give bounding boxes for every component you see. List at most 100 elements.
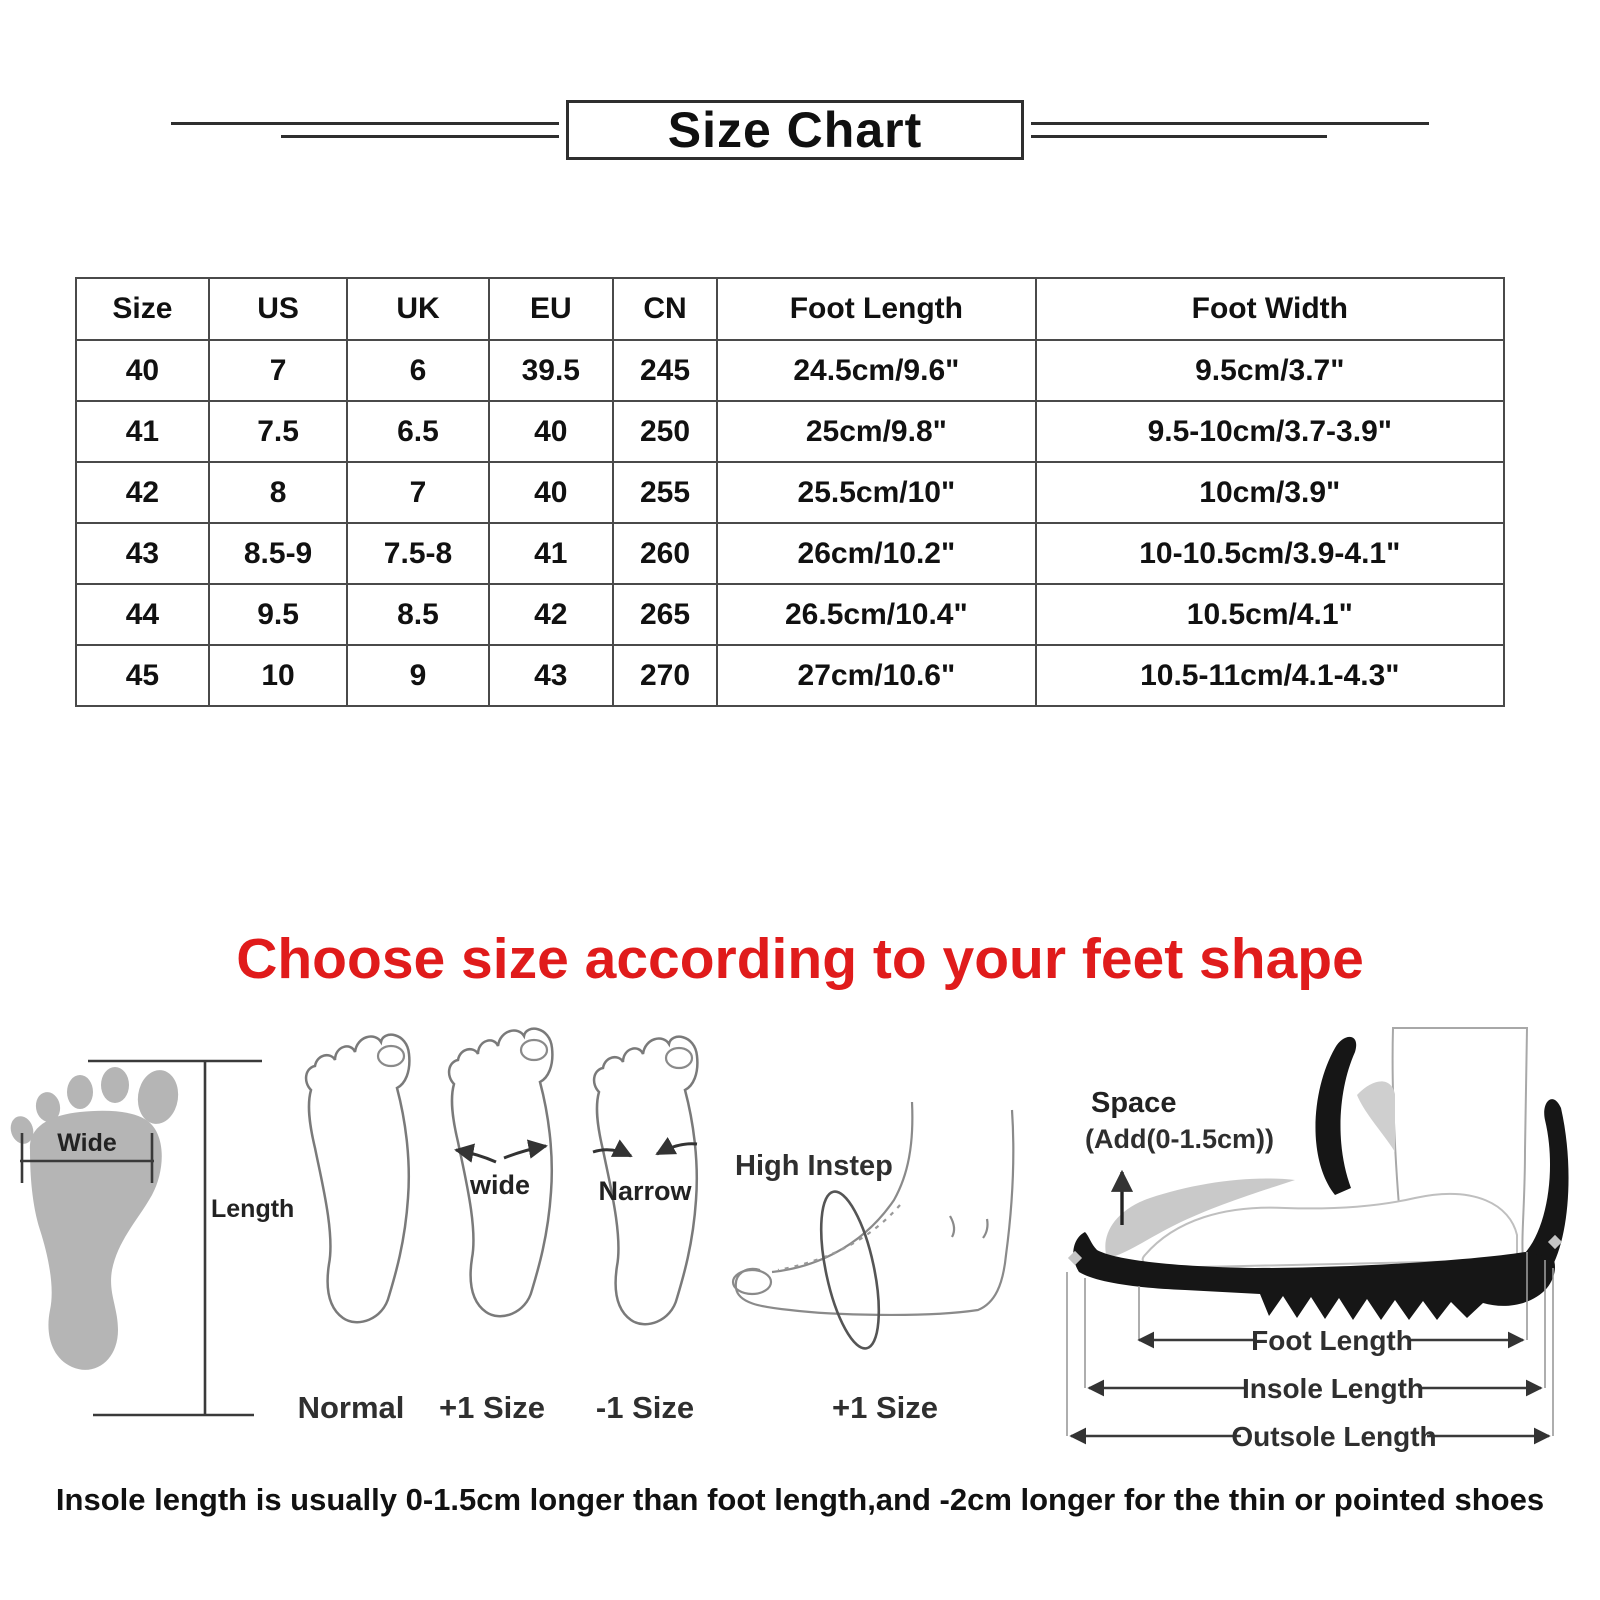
table-cell: 43 [487, 644, 614, 707]
shoe-sole [1073, 1232, 1555, 1320]
normal-label: Normal [298, 1390, 405, 1425]
table-cell: 270 [611, 644, 719, 707]
outsole-length-label: Outsole Length [1231, 1421, 1436, 1452]
table-cell: 27cm/10.6" [716, 644, 1037, 707]
minus-one-size-label: -1 Size [596, 1390, 694, 1425]
table-cell: 260 [611, 522, 719, 585]
table-cell: 10.5cm/4.1" [1034, 583, 1506, 646]
table-cell: 42 [487, 583, 614, 646]
wide-arrow-right [503, 1139, 548, 1160]
table-cell: 25.5cm/10" [716, 461, 1037, 524]
footprint-measure-diagram: Wide Length [10, 1059, 294, 1417]
fit-guide-diagrams: Wide Length w [0, 1015, 1600, 1460]
wide-arrow-left [454, 1143, 497, 1164]
table-cell: 245 [611, 339, 719, 402]
narrow-foot-outline: Narrow [592, 1035, 699, 1326]
table-row: 44 9.5 8.5 42 265 26.5cm/10.4" 10.5cm/4.… [75, 583, 1506, 646]
table-cell: 6 [346, 339, 490, 402]
table-cell: 44 [75, 583, 210, 646]
table-header-row: Size US UK EU CN Foot Length Foot Width [75, 277, 1506, 341]
length-measurement: Length [88, 1059, 294, 1417]
table-cell: 9.5-10cm/3.7-3.9" [1034, 400, 1506, 463]
wide-foot-outline: wide [447, 1027, 554, 1318]
divider-line [171, 122, 559, 125]
table-cell: 43 [75, 522, 210, 585]
ankle-mark [982, 1218, 989, 1239]
table-cell: 7.5-8 [346, 522, 490, 585]
table-row: 42 8 7 40 255 25.5cm/10" 10cm/3.9" [75, 461, 1506, 524]
table-cell: 40 [75, 339, 210, 402]
table-row: 41 7.5 6.5 40 250 25cm/9.8" 9.5-10cm/3.7… [75, 400, 1506, 463]
narrow-arrow-right [655, 1137, 698, 1156]
collar-padding [1357, 1081, 1395, 1152]
title-left-lines [171, 122, 559, 138]
table-cell: 25cm/9.8" [716, 400, 1037, 463]
column-header: Foot Length [716, 277, 1037, 341]
table-cell: 250 [611, 400, 719, 463]
big-toe [731, 1268, 773, 1296]
table-cell: 39.5 [487, 339, 614, 402]
column-header: CN [611, 277, 719, 341]
table-cell: 8 [207, 461, 349, 524]
length-label: Length [211, 1195, 294, 1223]
column-header: UK [346, 277, 490, 341]
measure-tick [1547, 1234, 1563, 1250]
normal-foot-outline [304, 1033, 411, 1324]
table-row: 40 7 6 39.5 245 24.5cm/9.6" 9.5cm/3.7" [75, 339, 1506, 402]
title-band: Size Chart [0, 100, 1600, 160]
table-cell: 265 [611, 583, 719, 646]
toe-space-area [1105, 1178, 1295, 1258]
column-header: EU [487, 277, 614, 341]
instep-dashed-line [777, 1204, 901, 1272]
instep-girth-ellipse [819, 1190, 881, 1350]
table-cell: 9 [346, 644, 490, 707]
table-cell: 7 [346, 461, 490, 524]
divider-line [1031, 122, 1429, 125]
table-cell: 9.5 [207, 583, 349, 646]
table-cell: 9.5cm/3.7" [1034, 339, 1506, 402]
table-cell: 41 [487, 522, 614, 585]
table-cell: 26cm/10.2" [716, 522, 1037, 585]
table-cell: 40 [487, 461, 614, 524]
high-instep-annotation: High Instep [735, 1150, 893, 1182]
table-cell: 45 [75, 644, 210, 707]
column-header: Foot Width [1034, 277, 1506, 341]
instep-size-label: +1 Size [832, 1390, 938, 1425]
table-cell: 10.5-11cm/4.1-4.3" [1034, 644, 1506, 707]
table-cell: 41 [75, 400, 210, 463]
insole-length-label: Insole Length [1242, 1373, 1424, 1404]
table-cell: 26.5cm/10.4" [716, 583, 1037, 646]
foot-width-diagrams: wide Narrow Normal +1 Size -1 Size [298, 1027, 699, 1425]
table-cell: 10cm/3.9" [1034, 461, 1506, 524]
wide-measurement: Wide [20, 1129, 154, 1183]
footprint-silhouette [10, 1067, 179, 1370]
size-conversion-table: Size US UK EU CN Foot Length Foot Width … [75, 277, 1506, 707]
insole-length-measurement: Insole Length [1087, 1373, 1543, 1404]
column-header: US [207, 277, 349, 341]
ankle-mark [949, 1215, 956, 1238]
leg-heel-sole-line [734, 1109, 1015, 1317]
divider-line [281, 135, 559, 138]
table-cell: 24.5cm/9.6" [716, 339, 1037, 402]
table-cell: 6.5 [346, 400, 490, 463]
table-row: 43 8.5-9 7.5-8 41 260 26cm/10.2" 10-10.5… [75, 522, 1506, 585]
column-header: Size [75, 277, 210, 341]
table-cell: 255 [611, 461, 719, 524]
table-cell: 40 [487, 400, 614, 463]
table-cell: 8.5-9 [207, 522, 349, 585]
title-right-lines [1031, 122, 1429, 138]
table-cell: 7 [207, 339, 349, 402]
space-note: (Add(0-1.5cm)) [1085, 1124, 1274, 1154]
shoe-front-collar [1315, 1036, 1357, 1195]
fit-guide-heading: Choose size according to your feet shape [236, 927, 1364, 991]
table-cell: 42 [75, 461, 210, 524]
shoe-heel-counter [1520, 1099, 1569, 1278]
table-cell: 7.5 [207, 400, 349, 463]
page-title: Size Chart [566, 100, 1024, 160]
outsole-length-measurement: Outsole Length [1069, 1421, 1551, 1452]
divider-line [1031, 135, 1327, 138]
narrow-arrow-left [592, 1139, 633, 1158]
table-cell: 10 [207, 644, 349, 707]
narrow-annotation: Narrow [598, 1176, 692, 1206]
